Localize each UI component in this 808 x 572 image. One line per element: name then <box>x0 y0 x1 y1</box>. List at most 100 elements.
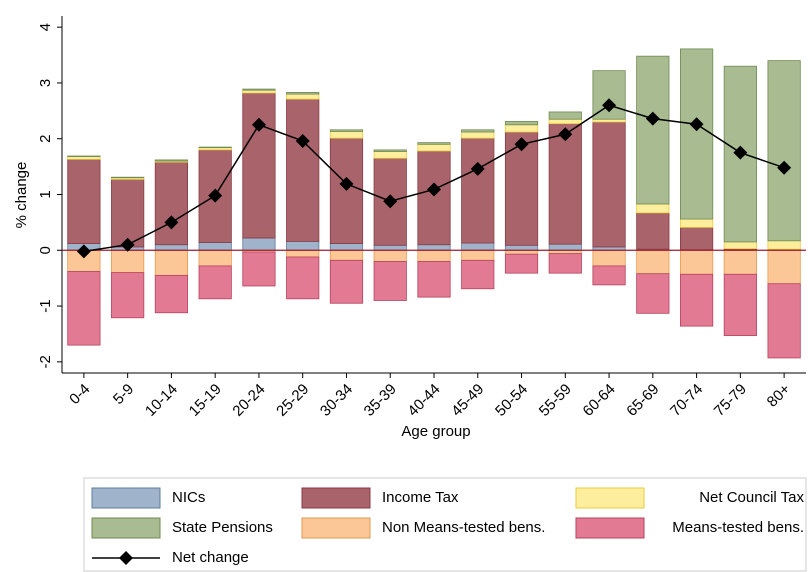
bar-segment <box>417 244 451 251</box>
bar-segment <box>198 242 232 251</box>
x-tick-label: 75-79 <box>711 381 750 420</box>
x-tick-label: 20-24 <box>229 381 268 420</box>
bar-segment <box>548 253 582 274</box>
net-change-marker <box>558 127 573 142</box>
bar-segment <box>111 272 145 319</box>
bar-segment <box>242 92 276 239</box>
x-tick-label: 5-9 <box>110 381 137 408</box>
bar-segment <box>286 93 320 100</box>
bar-segment <box>286 98 320 242</box>
bar-segment <box>592 118 626 123</box>
y-tick-label: 0 <box>37 246 54 254</box>
bar-segment <box>67 158 101 244</box>
bar-segment <box>198 249 232 267</box>
net-change-marker <box>733 145 748 160</box>
legend-label: Means-tested bens. <box>672 519 804 536</box>
legend-box <box>83 477 807 572</box>
bar-segment <box>67 155 101 157</box>
net-change-marker <box>602 98 617 113</box>
x-tick-label: 35-39 <box>361 381 400 420</box>
bar-segment <box>504 124 539 133</box>
net-change-marker <box>383 194 398 209</box>
y-tick-label: 4 <box>37 23 54 31</box>
bar-segment <box>592 121 626 248</box>
bar-segment <box>154 244 189 251</box>
bar-segment <box>111 179 145 248</box>
y-tick-label: 3 <box>37 79 54 87</box>
net-change-marker <box>470 161 485 176</box>
bar-segment <box>329 243 364 251</box>
bar-segment <box>461 129 495 133</box>
legend-swatch <box>575 517 645 539</box>
bar-segment <box>723 273 757 337</box>
bar-segment <box>461 131 495 139</box>
bar-segment <box>242 251 276 287</box>
bar-segment <box>329 259 364 304</box>
bar-segment <box>636 249 670 275</box>
x-tick-label: 45-49 <box>448 381 487 420</box>
bar-segment <box>154 161 189 246</box>
bar-segment <box>329 249 364 261</box>
bar-segment <box>373 249 407 262</box>
net-change-marker <box>645 111 660 126</box>
x-tick-label: 80+ <box>764 380 794 410</box>
x-tick-label: 30-34 <box>317 381 356 420</box>
net-change-marker <box>295 133 310 148</box>
x-tick-label: 15-19 <box>186 381 225 420</box>
bar-segment <box>417 150 451 246</box>
net-change-marker <box>76 244 91 259</box>
bar-segment <box>636 212 670 250</box>
legend-label: State Pensions <box>172 519 273 536</box>
x-tick-label: 70-74 <box>667 381 706 420</box>
x-tick-label: 65-69 <box>623 381 662 420</box>
bar-segment <box>329 129 364 132</box>
bar-segment <box>111 249 145 273</box>
legend-label: NICs <box>172 489 205 506</box>
bar-segment <box>154 249 189 276</box>
bar-segment <box>154 274 189 314</box>
bar-segment <box>286 92 320 95</box>
bar-segment <box>767 283 801 359</box>
bar-segment <box>198 265 232 300</box>
net-change-marker <box>120 237 135 252</box>
y-axis-label: % change <box>13 162 30 229</box>
legend-marker <box>119 551 133 565</box>
legend-label: Net change <box>172 549 249 566</box>
bar-segment <box>242 237 276 251</box>
bar-segment <box>636 273 670 314</box>
bar-segment <box>461 242 495 251</box>
bar-segment <box>286 256 320 300</box>
bar-segment <box>373 244 407 251</box>
bar-segment <box>548 118 582 125</box>
y-tick-label: 2 <box>37 135 54 143</box>
legend-label: Net Council Tax <box>699 489 804 506</box>
bar-segment <box>373 149 407 152</box>
bar-segment <box>461 259 495 290</box>
bar-segment <box>417 261 451 298</box>
bar-segment <box>679 273 714 327</box>
net-change-marker <box>427 182 441 197</box>
bar-segment <box>329 131 364 139</box>
x-tick-label: 55-59 <box>536 381 575 420</box>
x-tick-label: 60-64 <box>580 381 619 420</box>
bar-segment <box>417 249 451 262</box>
y-tick-label: -2 <box>37 355 54 368</box>
bar-segment <box>461 249 495 261</box>
bar-segment <box>679 249 714 275</box>
legend-swatch <box>91 487 161 509</box>
net-change-marker <box>164 215 179 230</box>
bar-segment <box>767 240 801 250</box>
bar-segment <box>242 88 276 91</box>
net-change-marker <box>777 160 792 175</box>
bar-segment <box>679 227 714 251</box>
bar-segment <box>767 249 801 285</box>
bar-segment <box>767 60 801 242</box>
bar-segment <box>198 146 232 149</box>
bar-segment <box>548 123 582 245</box>
bar-segment <box>636 203 670 214</box>
net-change-marker <box>514 137 529 152</box>
x-tick-label: 40-44 <box>404 381 443 420</box>
bar-segment <box>286 240 320 251</box>
bar-segment <box>723 249 757 275</box>
x-tick-label: 25-29 <box>273 381 312 420</box>
